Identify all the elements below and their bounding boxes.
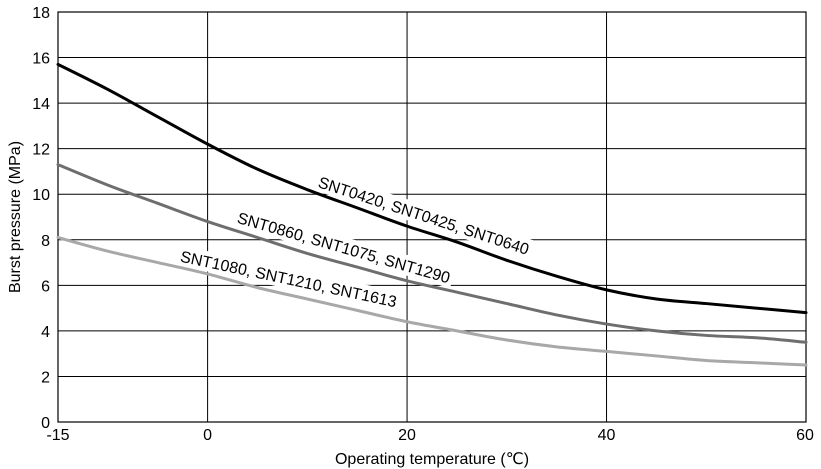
- y-tick-label: 10: [32, 187, 50, 204]
- series-label-background: [175, 245, 402, 312]
- x-tick-label: 0: [203, 427, 212, 444]
- x-tick-label: 40: [598, 427, 616, 444]
- plot-frame: [57, 11, 807, 423]
- grid: [58, 12, 806, 422]
- y-tick-label: 6: [41, 278, 50, 295]
- y-axis-label: Burst pressure (MPa): [7, 141, 24, 293]
- plot-border: [57, 11, 807, 423]
- x-tick-label: 60: [796, 427, 814, 444]
- series-lines: [56, 62, 808, 367]
- series-line-1: [56, 163, 808, 344]
- y-tick-label: 0: [41, 415, 50, 432]
- series-label-background: [232, 206, 456, 289]
- series-line-2: [56, 236, 808, 367]
- y-tick-label: 12: [32, 142, 50, 159]
- y-tick-label: 18: [32, 5, 50, 22]
- y-tick-label: 2: [41, 369, 50, 386]
- y-tick-label: 4: [41, 324, 50, 341]
- y-tick-label: 8: [41, 233, 50, 250]
- series-label-background: [313, 170, 535, 260]
- x-tick-label: 20: [398, 427, 416, 444]
- y-tick-label: 16: [32, 51, 50, 68]
- y-tick-label: 14: [32, 96, 50, 113]
- x-axis-label: Operating temperature (℃): [335, 451, 529, 468]
- x-tick-label: -15: [46, 427, 69, 444]
- series-line-0: [56, 62, 808, 315]
